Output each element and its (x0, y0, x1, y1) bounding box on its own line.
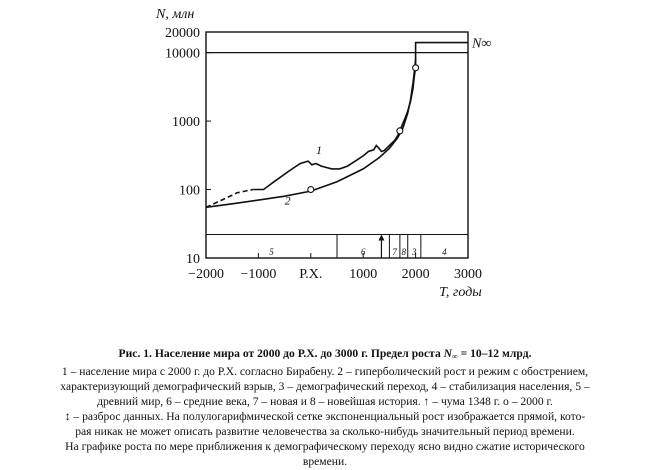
caption-line-6: рая никак не может описать развитие чело… (75, 425, 575, 438)
caption-line-2: 1 – население мира с 2000 г. до Р.Х. сог… (61, 365, 589, 378)
markers (307, 64, 420, 258)
period-label-6: 6 (361, 247, 366, 257)
n-infinity-label: N∞ (471, 37, 491, 52)
caption-line-3: характеризующий демографический взрыв, 3… (60, 380, 590, 393)
data-circle-marker (307, 185, 315, 194)
axes (205, 31, 469, 259)
y-tick-label: 10 (186, 252, 200, 267)
period-label-8: 8 (402, 247, 407, 257)
y-axis-label: N, млн (155, 7, 194, 22)
x-tick-label: −1000 (240, 267, 276, 282)
series-Ninf-line (414, 41, 468, 68)
chart-text: 10 100 1000 10000 20000 −2000 −1000 Р.Х. 1000 200… (155, 7, 491, 300)
series-2-line (205, 59, 417, 209)
figure-caption: Рис. 1. Население мира от 2000 до Р.Х. д… (10, 346, 640, 469)
caption-line-5: ↕ – разброс данных. На полулогарифмическ… (10, 409, 640, 424)
y-tick-label: 1000 (172, 115, 200, 130)
caption-line-1: Рис. 1. Население мира от 2000 до Р.Х. д… (10, 346, 640, 364)
caption-line-7: На графике роста по мере приближения к д… (65, 440, 585, 453)
y-tick-label: 10000 (165, 47, 200, 62)
series-1-line (253, 67, 417, 191)
plot-frame (205, 31, 469, 259)
series-label-2: 2 (285, 194, 291, 208)
caption-line-4a: древний мир, 6 – средние века, 7 – новая… (97, 395, 424, 408)
caption-line-4b: – чума 1348 г. о – 2000 г. (429, 395, 553, 408)
caption-title-a: Население мира от 2000 до Р.Х. до 3000 г… (151, 347, 444, 360)
caption-line-8: времени. (302, 455, 348, 468)
plague-arrow-head (378, 234, 385, 241)
caption-n-sub: ∞ (452, 352, 458, 361)
spread-arrow-icon: ↕ (64, 410, 71, 423)
x-tick-label: −2000 (188, 267, 224, 282)
period-label-5: 5 (269, 247, 274, 257)
caption-n-letter: N (443, 347, 453, 360)
series-1-dashed (205, 188, 254, 209)
caption-title-b: = 10–12 млрд. (457, 347, 532, 360)
y-tick-label: 20000 (165, 26, 200, 41)
figure-label: Рис. 1. (118, 347, 152, 360)
period-label-3: 3 (411, 247, 417, 257)
y-tick-label: 100 (179, 184, 200, 199)
plague-arrow-icon: ↑ (423, 395, 430, 408)
data-circle-marker (412, 64, 420, 72)
x-tick-label: Р.Х. (299, 267, 322, 282)
data-circle-marker (396, 127, 404, 135)
x-tick-label: 3000 (454, 267, 482, 282)
series-label-1: 1 (316, 143, 322, 157)
series-lines (205, 41, 468, 209)
x-tick-label: 1000 (349, 267, 377, 282)
period-label-4: 4 (442, 247, 447, 257)
period-label-7: 7 (392, 247, 397, 257)
caption-line-5-text: – разброс данных. На полулогарифмической… (70, 410, 586, 423)
x-axis-label: T, годы (439, 285, 482, 300)
x-tick-label: 2000 (402, 267, 430, 282)
caption-line-4: древний мир, 6 – средние века, 7 – новая… (10, 394, 640, 409)
